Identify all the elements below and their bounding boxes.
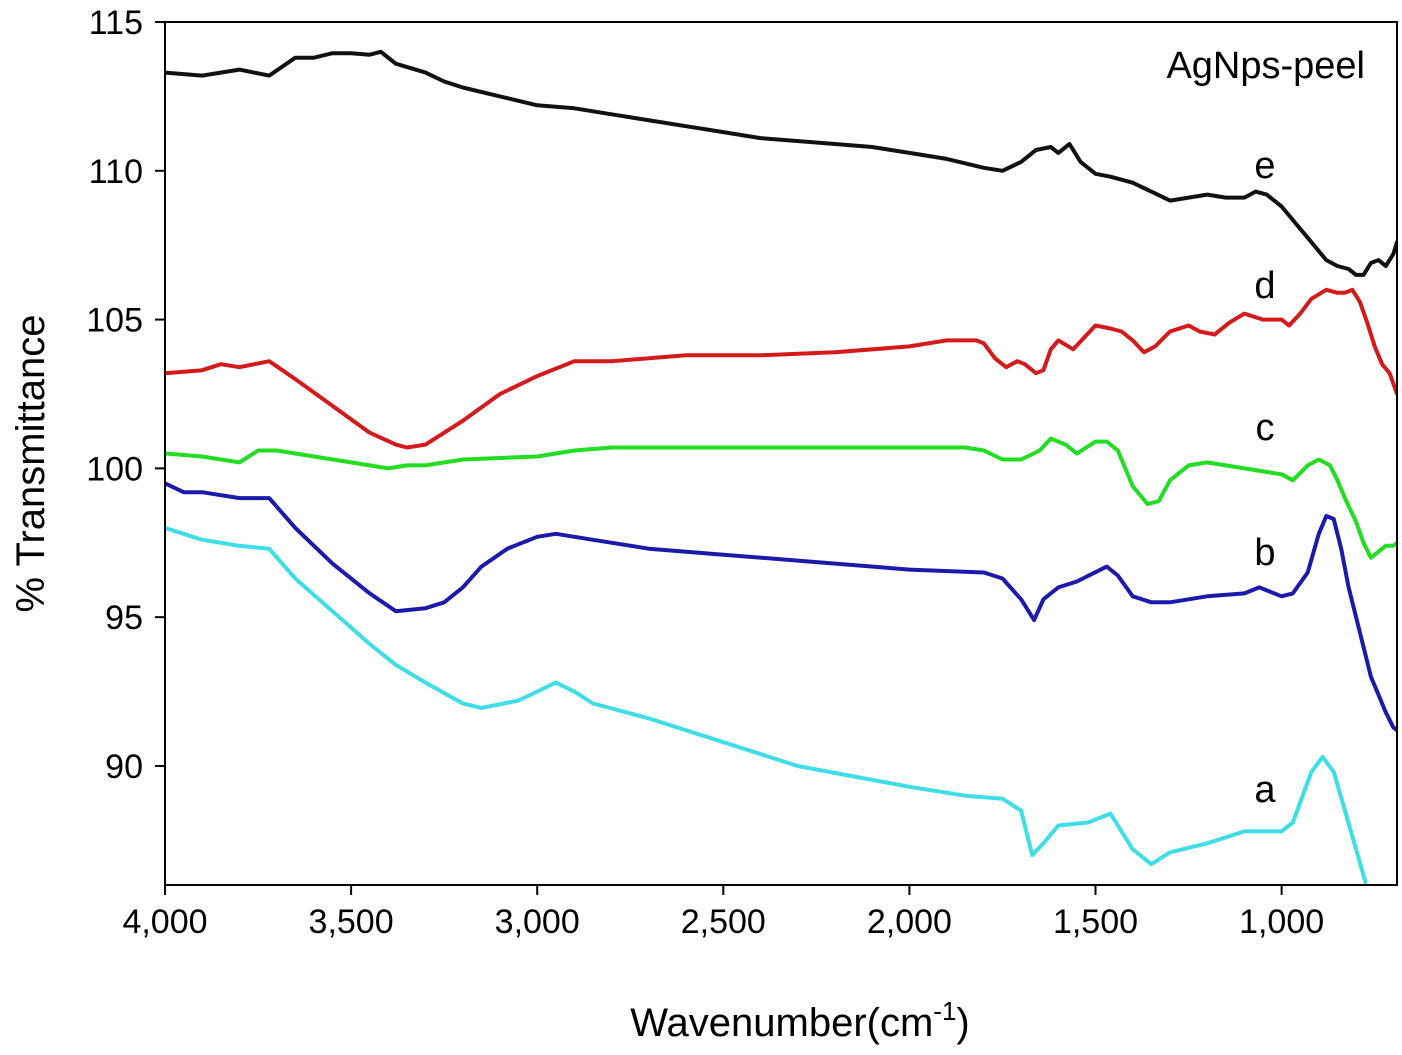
series-label-d: d	[1254, 265, 1275, 307]
x-tick-label: 1,500	[1053, 903, 1138, 941]
y-tick-label: 90	[105, 748, 143, 786]
x-tick-label: 1,000	[1239, 903, 1324, 941]
x-tick-label: 2,500	[681, 903, 766, 941]
x-tick-label: 3,000	[495, 903, 580, 941]
series-line-d	[165, 287, 1397, 450]
x-axis-title-superscript: -1	[933, 996, 956, 1026]
x-axis-title: Wavenumber(cm-1)	[630, 996, 969, 1045]
series-label-a: a	[1254, 769, 1276, 811]
y-tick-label: 105	[86, 302, 143, 340]
x-tick-label: 2,000	[867, 903, 952, 941]
series-layer: a b c d e	[165, 49, 1397, 884]
x-axis-title-suffix: )	[956, 1001, 969, 1045]
x-tick-label: 3,500	[309, 903, 394, 941]
x-axis-title-main: Wavenumber(cm	[630, 1001, 933, 1045]
y-tick-label: 100	[86, 450, 143, 488]
series-label-c: c	[1256, 407, 1275, 449]
y-tick-label: 110	[89, 153, 143, 191]
series-label-e: e	[1254, 145, 1275, 187]
series-label-b: b	[1254, 532, 1275, 574]
y-axis-title: % Transmittance	[9, 315, 53, 613]
series-line-b	[165, 481, 1397, 733]
series-line-e	[165, 49, 1397, 277]
chart-annotation: AgNps-peel	[1166, 45, 1365, 87]
series-line-c	[165, 436, 1397, 560]
y-tick-label: 115	[89, 4, 143, 42]
series-line-a	[165, 525, 1368, 884]
plot-frame	[164, 21, 1398, 886]
y-tick-label: 95	[105, 599, 143, 637]
x-tick-label: 4,000	[122, 903, 207, 941]
axis-layer: 4,000 3,500 3,000 2,500 2,000 1,500 1,000 90 95 1…	[86, 4, 1324, 941]
